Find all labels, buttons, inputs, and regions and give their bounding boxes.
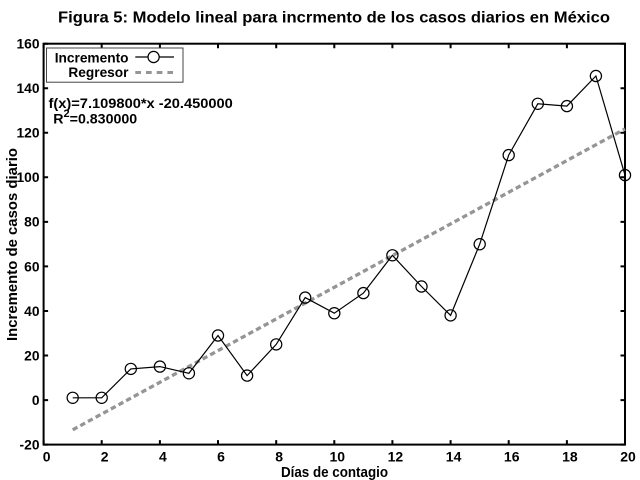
svg-text:8: 8 — [275, 448, 283, 464]
svg-text:20: 20 — [620, 448, 636, 464]
svg-text:60: 60 — [24, 259, 40, 274]
svg-text:14: 14 — [446, 448, 462, 464]
svg-text:2: 2 — [101, 448, 109, 464]
svg-text:Incremento: Incremento — [55, 50, 129, 65]
svg-text:20: 20 — [24, 348, 40, 363]
svg-text:160: 160 — [16, 37, 39, 52]
svg-text:f(x)=7.109800*x -20.450000: f(x)=7.109800*x -20.450000 — [49, 96, 233, 112]
svg-text:140: 140 — [16, 81, 39, 96]
svg-text:40: 40 — [24, 304, 40, 319]
svg-text:120: 120 — [16, 126, 39, 141]
svg-text:0: 0 — [43, 448, 51, 464]
svg-text:16: 16 — [504, 448, 520, 464]
svg-text:Figura 5: Modelo lineal para i: Figura 5: Modelo lineal para incrmento d… — [58, 10, 610, 27]
svg-text:18: 18 — [562, 448, 578, 464]
svg-text:Días de contagio: Días de contagio — [281, 465, 388, 480]
svg-text:0: 0 — [32, 393, 40, 408]
svg-text:6: 6 — [217, 448, 225, 464]
svg-text:Regresor: Regresor — [68, 65, 129, 80]
svg-text:R2=0.830000: R2=0.830000 — [53, 108, 137, 127]
svg-text:Incremento de casos diario: Incremento de casos diario — [4, 148, 21, 341]
svg-text:4: 4 — [159, 448, 167, 464]
svg-text:10: 10 — [330, 448, 346, 464]
svg-text:-20: -20 — [20, 438, 40, 453]
svg-text:100: 100 — [16, 170, 39, 185]
svg-text:80: 80 — [24, 215, 40, 230]
svg-text:12: 12 — [388, 448, 404, 464]
